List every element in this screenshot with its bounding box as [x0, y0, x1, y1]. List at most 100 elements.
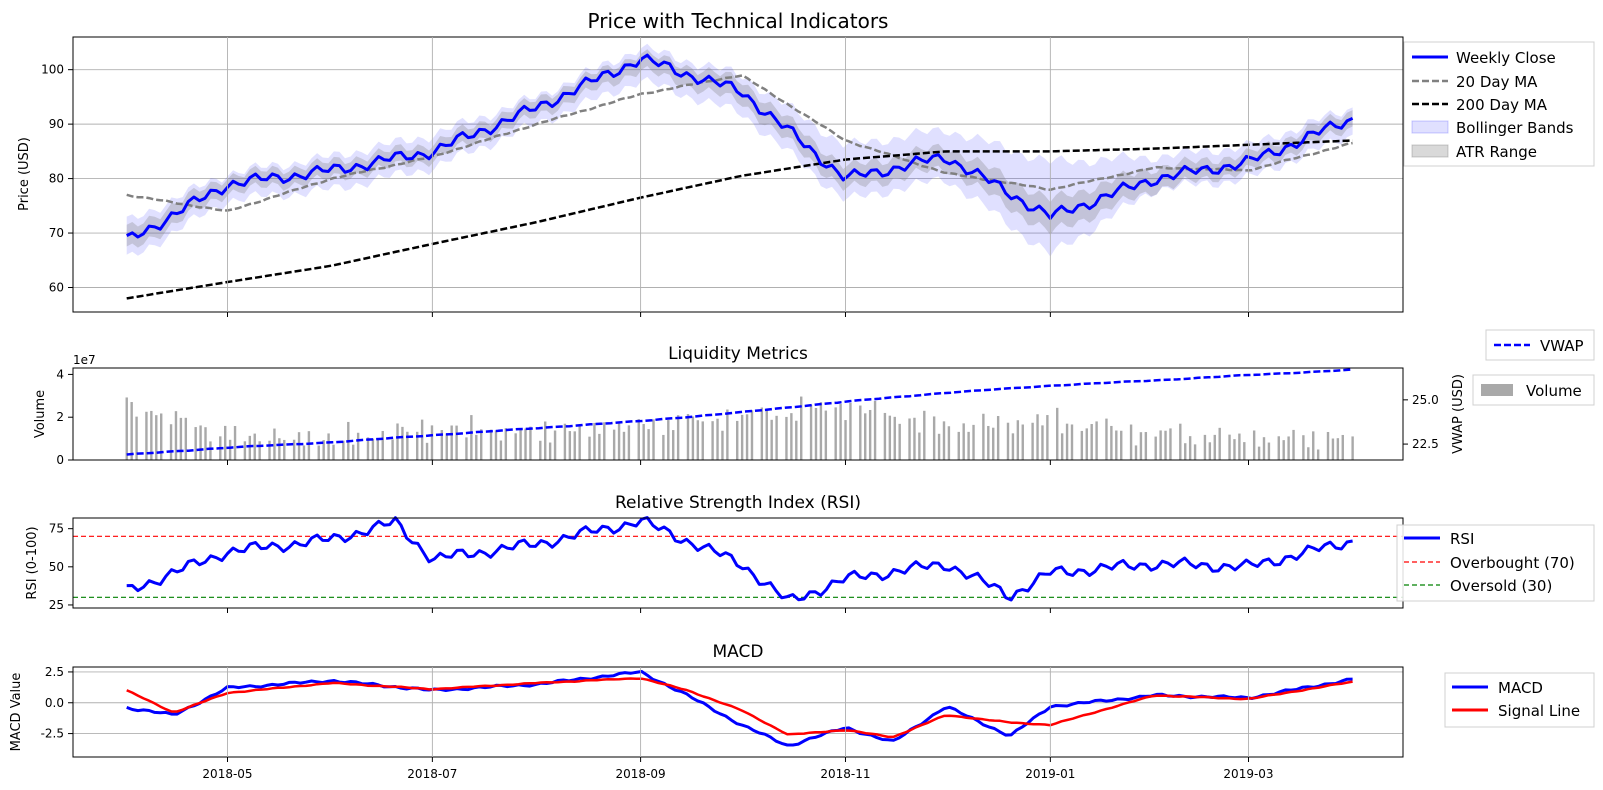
macd-panel: MACD -2.5 0.0 2.5 MACD Value MACD Signal L…	[9, 642, 1595, 758]
legend-swatch-bollinger-bands	[1411, 120, 1449, 134]
volume-bar	[1070, 424, 1074, 460]
volume-bar	[1056, 407, 1059, 460]
x-tick-label: 2018-07	[407, 767, 457, 781]
volume-bar	[1218, 427, 1221, 460]
volume-bar	[1326, 431, 1330, 460]
volume-bar	[736, 420, 739, 460]
x-tick-label: 2018-11	[820, 767, 870, 781]
volume-bar	[1016, 420, 1020, 460]
volume-bar	[209, 441, 212, 460]
macd-plot-frame	[72, 666, 1404, 758]
volume-bar	[1287, 436, 1290, 460]
volume-bar	[726, 409, 729, 460]
volume-bar	[1252, 430, 1256, 460]
volume-bar	[381, 430, 384, 460]
volume-bar	[283, 439, 286, 460]
volume-bar	[519, 428, 522, 460]
y2-tick-label: 25.0	[1412, 393, 1439, 407]
volume-bar	[243, 441, 247, 460]
volume-bar	[1203, 434, 1207, 460]
y-tick-label: 2	[56, 410, 64, 424]
volume-bar	[1129, 424, 1133, 460]
legend-label-weekly-close: Weekly Close	[1456, 49, 1556, 67]
legend-swatch-volume	[1481, 384, 1513, 396]
volume-bar	[145, 411, 148, 460]
volume-bar	[1080, 430, 1084, 460]
volume-bar	[667, 420, 670, 460]
y-tick-label: 80	[49, 172, 64, 186]
volume-bar	[1341, 434, 1344, 460]
volume-bar	[672, 430, 675, 460]
volume-bar	[1312, 431, 1315, 460]
x-tick-label: 2019-03	[1223, 767, 1273, 781]
volume-bar	[465, 437, 468, 460]
volume-bar	[775, 415, 778, 460]
volume-bar	[662, 434, 665, 460]
volume-bar	[1120, 430, 1123, 460]
volume-bar	[253, 433, 256, 460]
volume-bar	[1262, 437, 1266, 460]
price-plot-frame	[72, 36, 1404, 313]
volume-bar	[184, 417, 188, 460]
price-panel-title: Price with Technical Indicators	[588, 9, 889, 33]
volume-bar	[514, 433, 517, 460]
volume-bar	[967, 431, 970, 460]
volume-bar	[588, 436, 591, 460]
volume-bar	[795, 420, 798, 460]
volume-bar	[711, 421, 714, 460]
volume-bar	[918, 432, 921, 460]
volume-bar	[179, 417, 183, 460]
volume-bar	[356, 432, 360, 460]
volume-bar	[809, 404, 813, 460]
y-tick-label: 25	[49, 598, 64, 612]
volume-bar	[1046, 415, 1049, 460]
volume-bar	[1208, 442, 1212, 460]
price-panel: Price with Technical Indicators 60 70 80 90…	[17, 9, 1595, 313]
price-legend: Weekly Close 20 Day MA 200 Day MA Bollin…	[1403, 41, 1595, 167]
volume-bar	[1257, 446, 1261, 460]
y-tick-label: 50	[49, 560, 64, 574]
volume-bar	[1179, 423, 1182, 460]
volume-bar	[1139, 432, 1143, 460]
vwap-y-axis-label: VWAP (USD)	[1451, 374, 1466, 454]
volume-bar	[1105, 418, 1108, 460]
volume-bar	[750, 410, 754, 460]
y2-tick-label: 22.5	[1412, 437, 1439, 451]
volume-bar	[1154, 436, 1157, 460]
volume-bar	[627, 425, 631, 460]
atr-range-area	[126, 49, 1353, 248]
legend-label-vwap: VWAP	[1540, 337, 1584, 355]
y-tick-label: 70	[49, 226, 64, 240]
volume-bar	[307, 431, 311, 460]
volume-bar	[701, 421, 704, 460]
volume-bar	[913, 417, 916, 460]
volume-bar	[603, 422, 606, 460]
volume-bar	[470, 415, 473, 460]
weekly-close-line	[126, 53, 1354, 239]
volume-bar	[278, 438, 281, 460]
volume-bar	[352, 444, 355, 460]
y-tick-label: 0	[56, 453, 64, 467]
volume-bar	[342, 440, 345, 460]
volume-bar	[155, 415, 158, 460]
volume-bar	[972, 424, 975, 460]
volume-legend: Volume	[1472, 374, 1595, 406]
rsi-legend: RSI Overbought (70) Oversold (30)	[1396, 524, 1595, 602]
legend-label-bollinger-bands: Bollinger Bands	[1456, 119, 1574, 137]
legend-label-atr-range: ATR Range	[1456, 143, 1537, 161]
volume-bar	[1021, 424, 1024, 460]
volume-bar	[327, 433, 330, 460]
volume-bar	[1307, 447, 1310, 460]
volume-bar	[169, 424, 173, 460]
volume-bar	[224, 425, 227, 460]
volume-bar	[529, 426, 532, 460]
vwap-legend: VWAP	[1485, 329, 1595, 361]
legend-label-volume: Volume	[1526, 382, 1582, 400]
volume-bar	[849, 403, 852, 460]
volume-bar	[1331, 438, 1335, 460]
volume-bar	[376, 438, 380, 460]
volume-bar	[174, 411, 178, 460]
volume-bar	[1036, 414, 1039, 460]
volume-bar	[450, 425, 453, 460]
volume-bar	[598, 433, 601, 460]
